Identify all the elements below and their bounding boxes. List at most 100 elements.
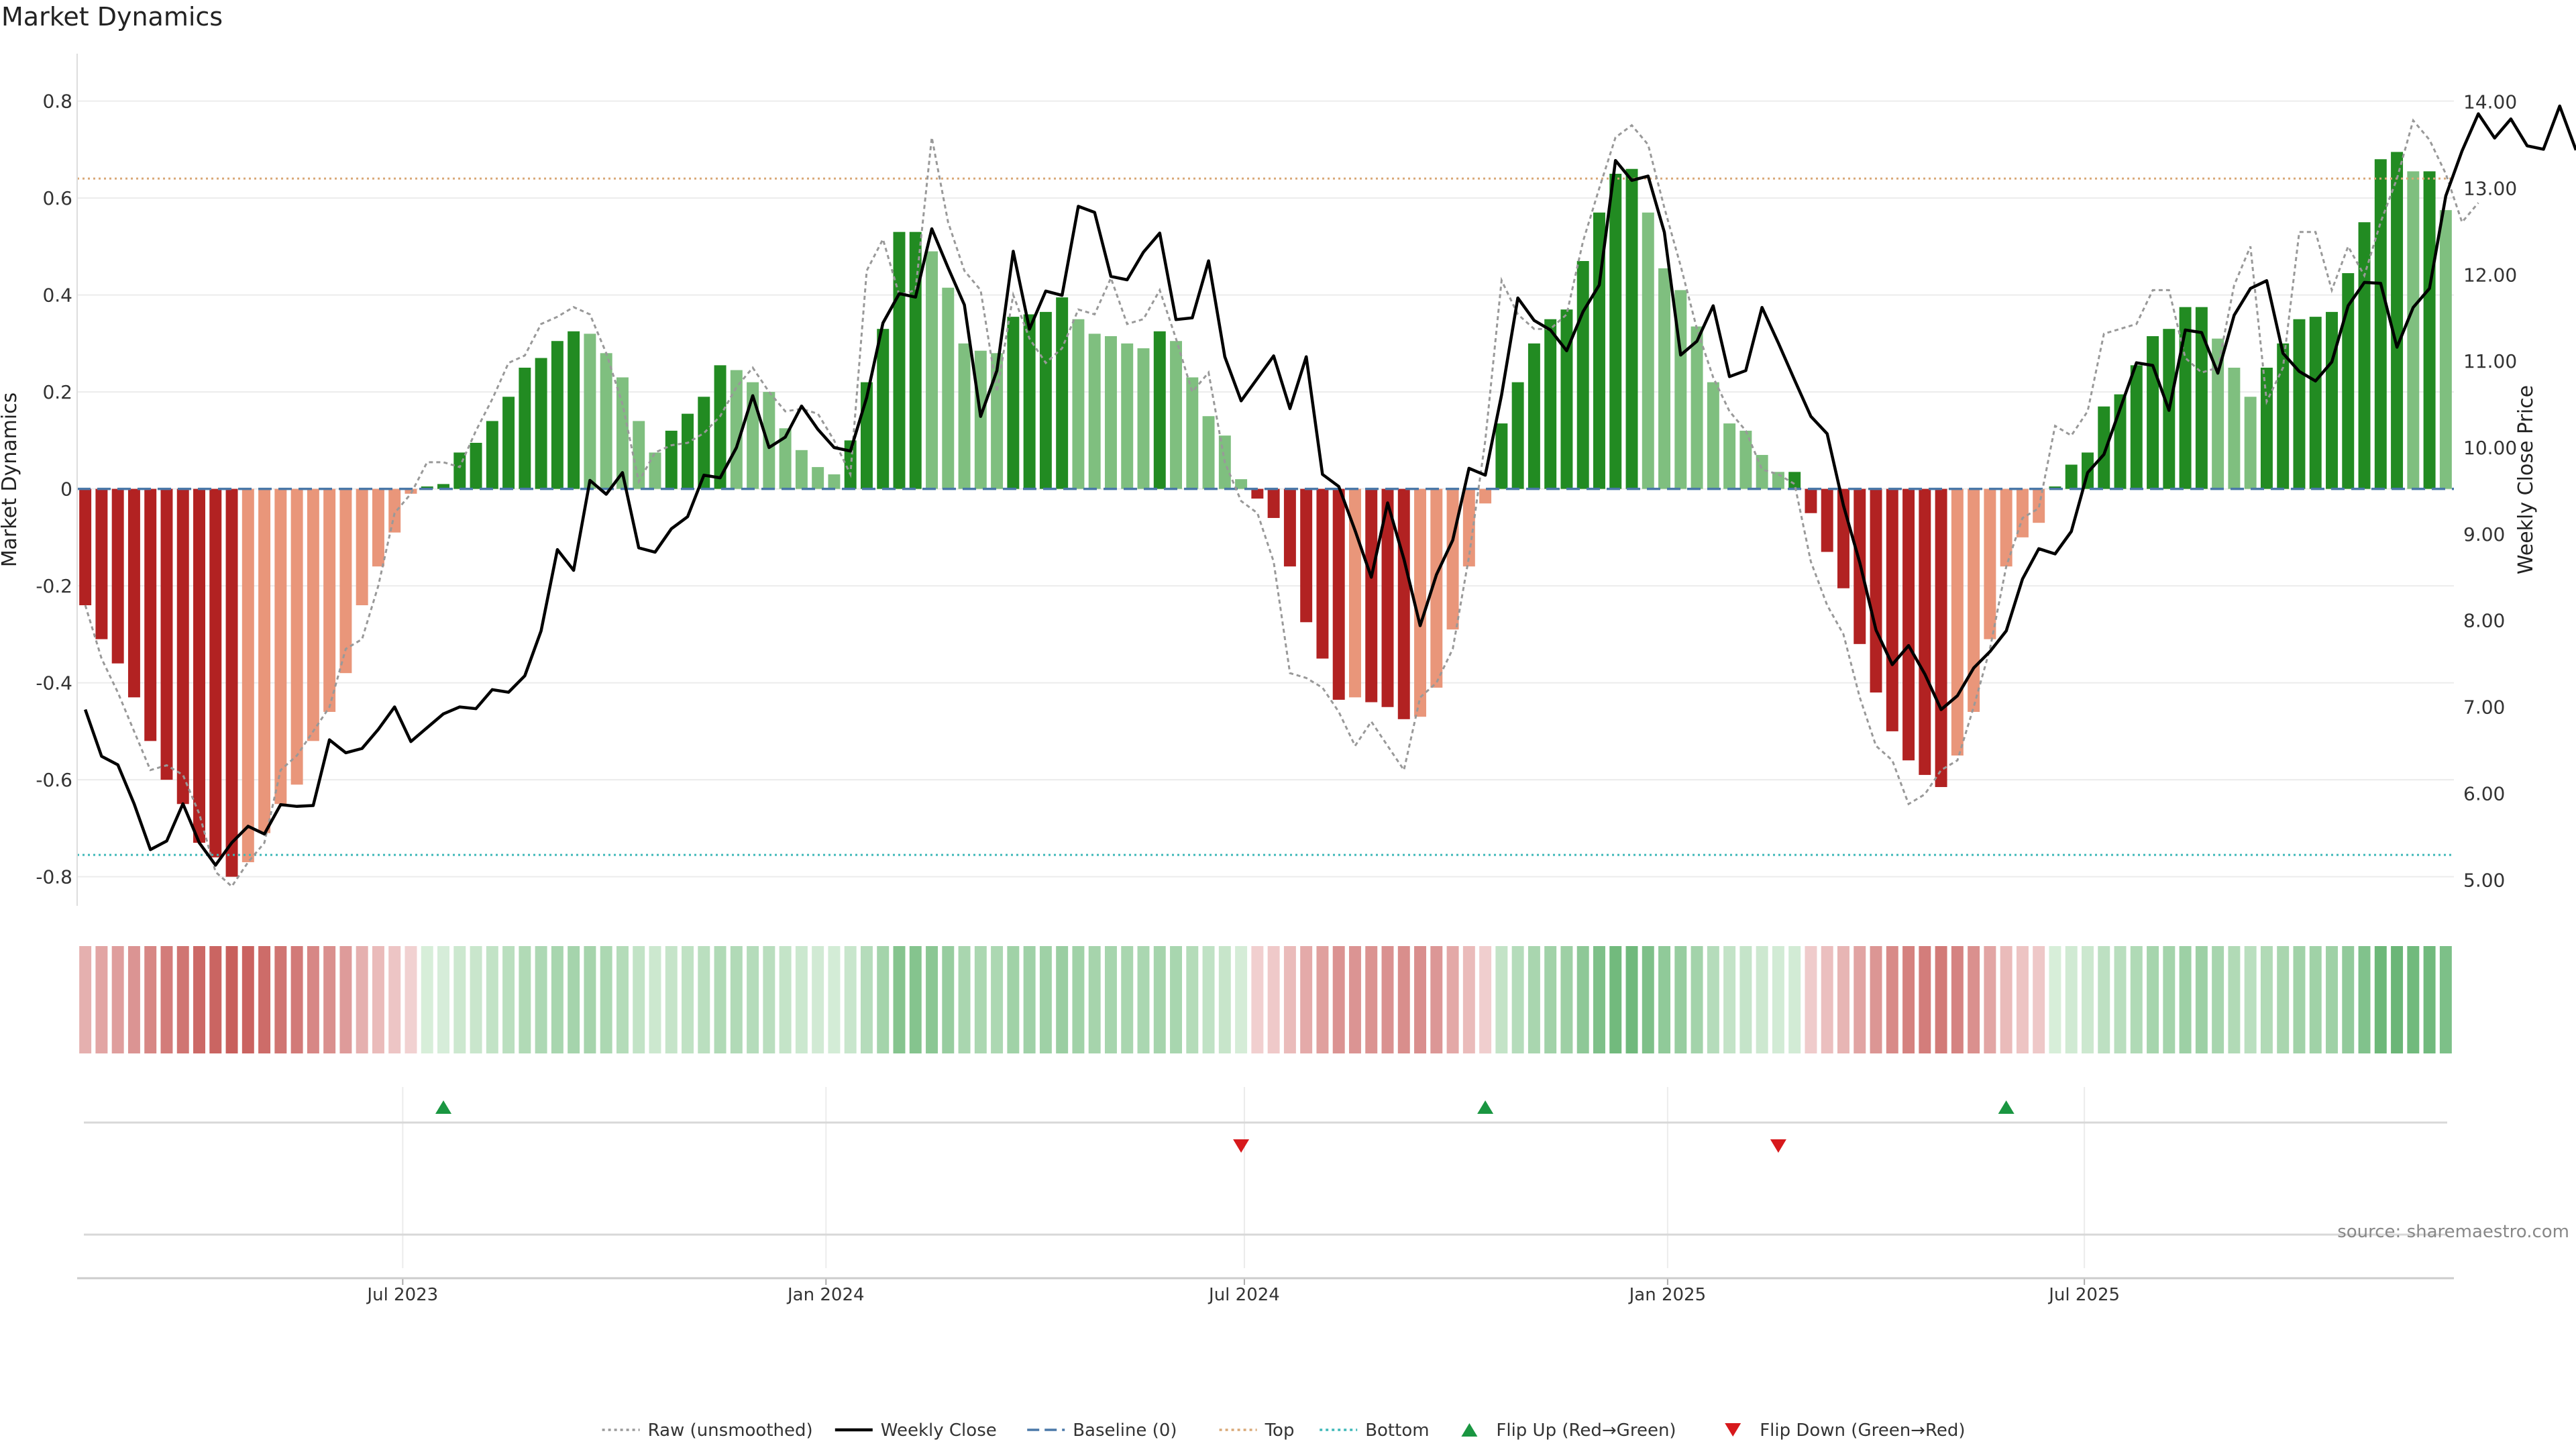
y2-tick-label: 9.00 bbox=[2463, 523, 2505, 546]
bar bbox=[2049, 486, 2061, 489]
bar bbox=[2309, 317, 2322, 489]
bar bbox=[1202, 416, 1215, 489]
heat-cell bbox=[747, 946, 759, 1053]
y-tick-label: -0.2 bbox=[36, 575, 72, 597]
heat-cell bbox=[844, 946, 857, 1053]
heat-cell bbox=[1837, 946, 1849, 1053]
bar bbox=[1658, 268, 1671, 489]
legend-swatch bbox=[1461, 1423, 1478, 1437]
legend-label: Raw (unsmoothed) bbox=[648, 1420, 813, 1441]
heat-cell bbox=[1854, 946, 1866, 1053]
heat-cell bbox=[388, 946, 401, 1053]
bar bbox=[486, 421, 498, 489]
bar bbox=[1968, 488, 1980, 712]
heat-cell bbox=[79, 946, 92, 1053]
heat-cell bbox=[339, 946, 352, 1053]
bar bbox=[1121, 343, 1134, 489]
y2-axis-label: Weekly Close Price bbox=[2514, 385, 2538, 574]
heat-cell bbox=[974, 946, 987, 1053]
heat-cell bbox=[2309, 946, 2322, 1053]
heat-cell bbox=[1788, 946, 1801, 1053]
bar bbox=[926, 251, 938, 489]
heat-cell bbox=[356, 946, 368, 1053]
heat-cell bbox=[372, 946, 384, 1053]
bar bbox=[1479, 488, 1492, 504]
bar bbox=[95, 488, 108, 639]
bar bbox=[2342, 273, 2355, 489]
heat-cell bbox=[2293, 946, 2306, 1053]
bar bbox=[1935, 488, 1947, 787]
y-axis-label: Market Dynamics bbox=[0, 393, 21, 568]
bar bbox=[942, 287, 955, 489]
bar bbox=[1072, 319, 1085, 489]
heat-cell bbox=[1951, 946, 1964, 1053]
heatmap-strip bbox=[79, 946, 2452, 1053]
bar bbox=[698, 397, 710, 489]
heat-cell bbox=[1430, 946, 1443, 1053]
bar bbox=[2147, 336, 2159, 489]
bar bbox=[535, 358, 547, 489]
source-text: source: sharemaestro.com bbox=[2337, 1222, 2569, 1242]
bar bbox=[844, 440, 857, 489]
heat-cell bbox=[1805, 946, 1817, 1053]
bar-series bbox=[79, 152, 2452, 877]
heat-cell bbox=[1267, 946, 1280, 1053]
heat-cell bbox=[1397, 946, 1410, 1053]
bar bbox=[1919, 488, 1931, 775]
heat-cell bbox=[1625, 946, 1638, 1053]
bar bbox=[1870, 488, 1882, 693]
bar bbox=[1560, 309, 1573, 489]
heat-cell bbox=[682, 946, 694, 1053]
flip-up-marker bbox=[435, 1100, 452, 1114]
bar bbox=[828, 474, 841, 489]
legend-label: Top bbox=[1265, 1420, 1295, 1441]
heat-cell bbox=[1023, 946, 1036, 1053]
heat-cell bbox=[2407, 946, 2420, 1053]
heat-cell bbox=[2016, 946, 2029, 1053]
flip-up-marker bbox=[1998, 1100, 2015, 1114]
heat-cell bbox=[551, 946, 564, 1053]
heat-cell bbox=[1739, 946, 1752, 1053]
flip-down-marker bbox=[1770, 1139, 1786, 1153]
heat-cell bbox=[1642, 946, 1654, 1053]
bar bbox=[127, 488, 140, 698]
bar bbox=[1039, 311, 1052, 489]
bar bbox=[1365, 488, 1378, 703]
bar bbox=[225, 488, 238, 877]
bar bbox=[877, 329, 890, 489]
y-tick-label: 0.4 bbox=[42, 284, 72, 307]
bar bbox=[2098, 406, 2110, 489]
bar bbox=[144, 488, 157, 741]
heat-cell bbox=[2244, 946, 2257, 1053]
heat-cell bbox=[2228, 946, 2241, 1053]
bar bbox=[682, 413, 694, 489]
y-tick-label: -0.4 bbox=[36, 672, 72, 694]
heat-cell bbox=[649, 946, 661, 1053]
heat-cell bbox=[470, 946, 482, 1053]
heat-cell bbox=[584, 946, 596, 1053]
bar bbox=[1886, 488, 1898, 731]
bar bbox=[974, 350, 987, 489]
bar bbox=[1462, 488, 1475, 567]
reference-lines bbox=[77, 177, 2454, 856]
bar bbox=[1593, 212, 1605, 489]
y-tick-label: 0.2 bbox=[42, 381, 72, 403]
bar bbox=[388, 488, 401, 533]
bar bbox=[421, 486, 433, 489]
bar bbox=[2260, 367, 2273, 489]
bar bbox=[1088, 333, 1101, 489]
bar bbox=[1609, 173, 1622, 489]
heat-cell bbox=[111, 946, 124, 1053]
weekly-close-series bbox=[83, 104, 2576, 867]
heat-cell bbox=[405, 946, 417, 1053]
heat-cell bbox=[1121, 946, 1134, 1053]
bar bbox=[2000, 488, 2012, 567]
heat-cell bbox=[127, 946, 140, 1053]
bar bbox=[633, 421, 645, 489]
heat-cell bbox=[2277, 946, 2290, 1053]
bar bbox=[209, 488, 222, 858]
heat-cell bbox=[1072, 946, 1085, 1053]
heat-cell bbox=[1056, 946, 1069, 1053]
